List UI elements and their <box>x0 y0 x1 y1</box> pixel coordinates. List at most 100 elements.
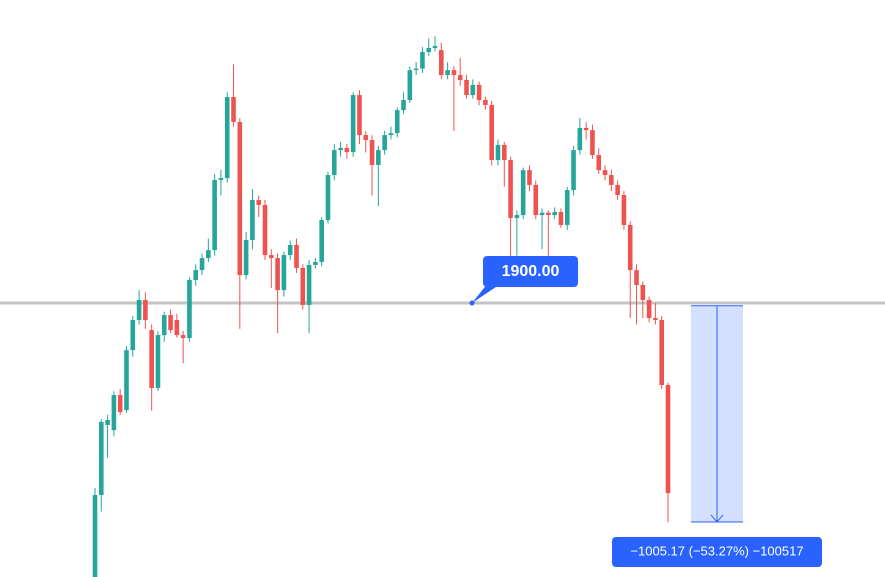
candle-body <box>388 133 394 136</box>
measure-label: −1005.17 (−53.27%) −100517 <box>630 543 803 558</box>
candle-body <box>237 121 243 276</box>
candle-body <box>665 384 671 494</box>
price-label: 1900.00 <box>502 263 560 280</box>
candle-body <box>306 264 312 305</box>
candle-body <box>294 244 299 268</box>
candle-body <box>546 212 551 216</box>
callout-pointer <box>472 283 496 304</box>
candle-body <box>218 178 224 181</box>
candle-body <box>609 175 614 185</box>
candle-body <box>350 95 356 153</box>
candle-body <box>653 318 658 321</box>
candle-body <box>514 215 520 219</box>
candle-body <box>212 180 217 251</box>
candle-body <box>92 495 98 577</box>
candle-body <box>590 130 595 156</box>
candle-body <box>558 212 564 225</box>
candle-body <box>224 96 230 179</box>
candle-body <box>476 84 482 101</box>
candle-body <box>262 204 268 256</box>
candle-body <box>187 280 192 339</box>
candle-body <box>206 250 211 259</box>
candle-body <box>357 95 362 136</box>
candle-body <box>527 170 532 185</box>
candle-body <box>155 335 161 388</box>
candle-body <box>231 96 236 122</box>
candle-body <box>451 70 457 76</box>
candle-body <box>269 255 274 259</box>
candle-body <box>300 267 306 305</box>
candle-body <box>413 68 419 71</box>
candle-body <box>439 50 444 76</box>
candle-body <box>376 150 381 165</box>
candle-body <box>659 320 665 385</box>
candle-body <box>583 127 589 131</box>
candle-body <box>470 84 476 96</box>
candle-body <box>168 315 173 331</box>
candle-body <box>596 155 602 171</box>
candle-body <box>464 80 469 96</box>
candle-body <box>501 144 507 161</box>
candle-body <box>564 190 570 225</box>
candle-body <box>495 144 501 161</box>
candle-body <box>161 315 167 336</box>
candle-body <box>369 140 375 165</box>
candle-body <box>615 184 620 196</box>
candle-body <box>489 104 494 161</box>
candle-body <box>533 184 539 216</box>
candle-body <box>634 270 639 285</box>
candle-body <box>483 100 488 105</box>
overlay: 1900.00 −1005.17 (−53.27%) −100517 <box>469 256 822 567</box>
candle-body <box>149 330 154 388</box>
candle-body <box>325 175 331 221</box>
candle-body <box>382 135 387 151</box>
candle-body <box>407 70 413 101</box>
candle-body <box>105 420 110 425</box>
candle-body <box>124 350 129 411</box>
candles <box>0 36 885 577</box>
candle-body <box>143 300 148 321</box>
candle-body <box>640 284 646 301</box>
candle-body <box>646 300 652 319</box>
candle-body <box>174 320 180 336</box>
candle-body <box>287 244 293 256</box>
candle-body <box>275 258 280 291</box>
candle-body <box>243 240 249 276</box>
candle-body <box>117 395 123 413</box>
candle-body <box>520 170 526 216</box>
candle-body <box>319 220 324 262</box>
candle-body <box>426 47 432 53</box>
candle-body <box>627 224 633 271</box>
candle-body <box>111 395 117 431</box>
candle-body <box>571 150 576 191</box>
candle-body <box>621 195 627 225</box>
candle-body <box>130 320 136 351</box>
candle-body <box>193 270 199 281</box>
candle-body <box>313 261 318 265</box>
candle-body <box>394 110 400 134</box>
candle-body <box>180 335 186 339</box>
candle-body <box>344 147 350 153</box>
candle-body <box>281 255 287 291</box>
measure-label-box <box>612 537 822 567</box>
candle-body <box>432 46 438 48</box>
candle-body <box>508 160 513 219</box>
candle-body <box>577 127 583 151</box>
candle-body <box>250 200 255 241</box>
candle-body <box>401 100 406 111</box>
candle-body <box>199 258 205 271</box>
candle-body <box>98 421 104 496</box>
candle-body <box>331 150 337 176</box>
candle-body <box>136 300 142 321</box>
candle-body <box>552 212 557 216</box>
candle-body <box>363 135 369 141</box>
candle-body <box>338 147 343 151</box>
candle-body <box>256 200 262 205</box>
candle-body <box>420 52 425 69</box>
price-callout <box>483 256 578 287</box>
measure-arrowhead <box>710 514 724 523</box>
candle-body <box>445 70 450 76</box>
candle-body <box>457 75 463 81</box>
candle-body <box>602 170 608 176</box>
